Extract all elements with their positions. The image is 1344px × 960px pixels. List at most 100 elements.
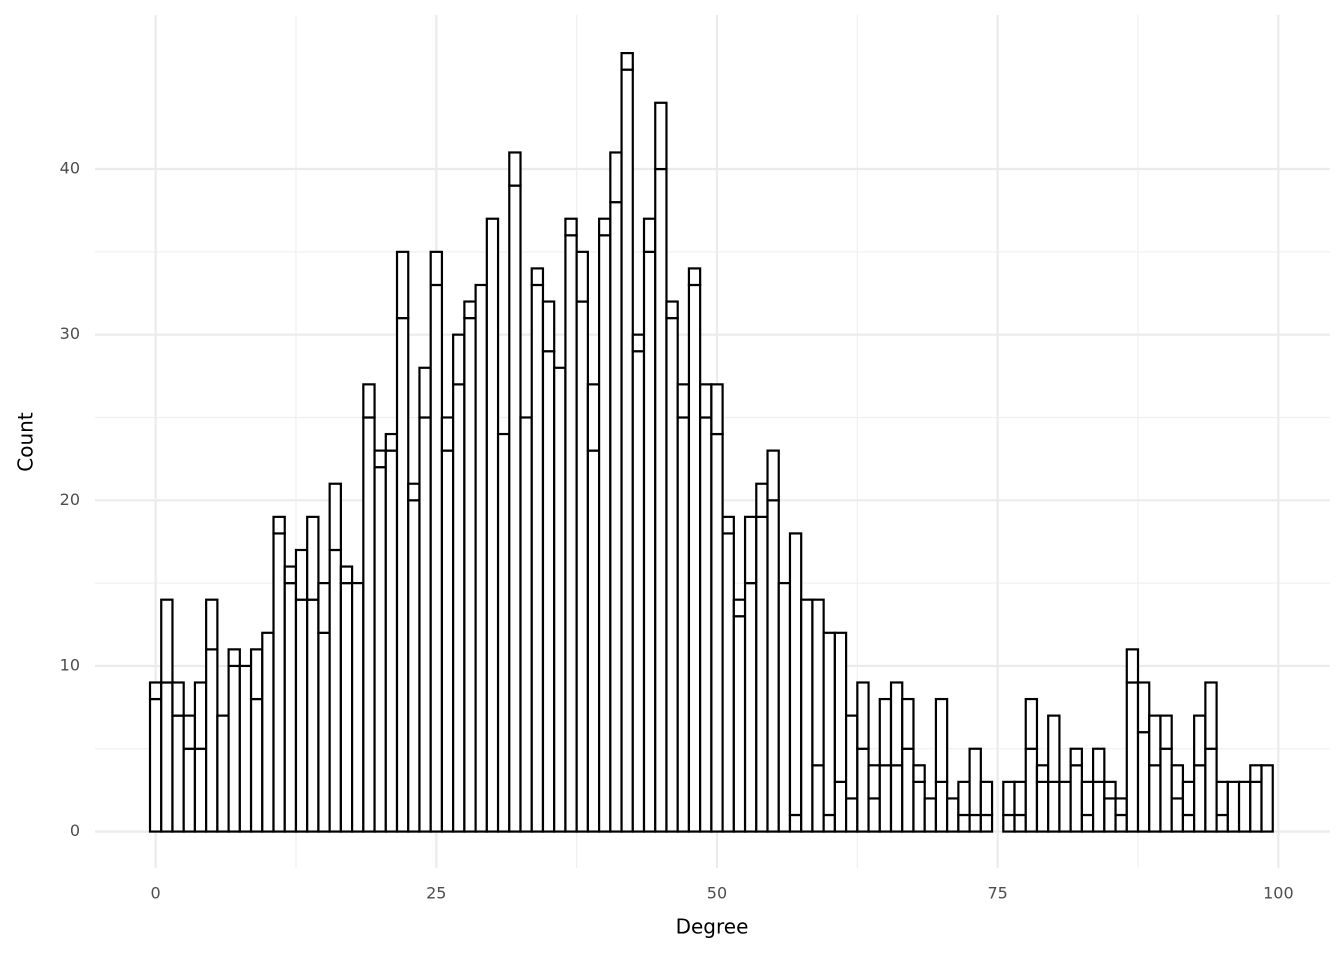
y-tick-label: 40 [60, 159, 80, 178]
histogram-bar [1035, 780, 1050, 833]
histogram-bar [249, 648, 264, 701]
histogram-bar [822, 813, 836, 833]
histogram-bar [160, 681, 174, 833]
histogram-bar [339, 565, 354, 585]
histogram-bar [205, 648, 219, 833]
histogram-bar [249, 697, 264, 833]
histogram-bar [1114, 797, 1128, 817]
histogram-bar [1181, 780, 1196, 817]
histogram-bar [788, 532, 803, 817]
y-tick-label: 10 [60, 655, 80, 674]
histogram-bar [496, 432, 511, 833]
y-axis-title: Count [14, 412, 38, 472]
histogram-bar [1148, 764, 1162, 833]
histogram-bar [743, 582, 758, 833]
histogram-bar [811, 598, 825, 767]
histogram-bar [631, 350, 646, 833]
histogram-bar [721, 532, 735, 833]
histogram-bar [530, 283, 545, 833]
histogram-bar [1249, 780, 1263, 833]
histogram-bar [272, 532, 286, 833]
histogram-bar [1204, 681, 1218, 750]
histogram-bar [654, 101, 668, 171]
histogram-bar [699, 416, 713, 833]
x-tick-label: 100 [1263, 884, 1294, 903]
histogram-bar [867, 797, 881, 833]
x-tick-label: 0 [151, 884, 161, 903]
histogram-bar [1069, 764, 1083, 833]
histogram-bar [1159, 747, 1173, 833]
histogram-bar [1047, 780, 1061, 833]
histogram-bar [901, 697, 915, 750]
histogram-bar [227, 648, 241, 668]
histogram-bar [845, 797, 859, 833]
histogram-bar [934, 697, 949, 783]
histogram-bar [193, 681, 208, 750]
histogram-bar [1013, 780, 1027, 817]
histogram-bar [631, 333, 646, 353]
histogram-bar [317, 582, 331, 634]
histogram-bar [1226, 780, 1241, 833]
histogram-bar [642, 217, 657, 253]
histogram-bar [553, 366, 567, 833]
histogram-bar [833, 631, 848, 783]
histogram-bar [923, 797, 938, 833]
histogram-bar [598, 234, 612, 833]
histogram-bar [732, 598, 747, 618]
histogram-bar [306, 598, 320, 833]
bars [148, 51, 1274, 833]
histogram-bar [1114, 813, 1128, 833]
histogram-bar [564, 217, 578, 237]
histogram-bar [294, 548, 309, 601]
histogram-bar [979, 813, 994, 833]
histogram-bar [766, 449, 780, 502]
histogram-bar [755, 482, 769, 518]
histogram-bar [800, 598, 814, 833]
histogram-bar [216, 714, 230, 833]
histogram-bar [564, 234, 578, 833]
histogram-bar [384, 449, 399, 833]
histogram-bar [755, 515, 769, 833]
histogram-bar [1002, 780, 1016, 817]
histogram-bar [1215, 780, 1229, 817]
histogram-bar [1103, 797, 1117, 833]
histogram-bar [148, 697, 163, 833]
histogram-bar [227, 664, 241, 833]
histogram-bar [1103, 780, 1117, 800]
x-tick-label: 75 [987, 884, 1007, 903]
histogram-bar [429, 250, 444, 287]
histogram-bar [598, 217, 612, 237]
histogram-bar [339, 582, 354, 833]
histogram-bar [934, 780, 949, 833]
x-tick-label: 50 [707, 884, 727, 903]
histogram-bar [1013, 813, 1027, 833]
histogram-bar [407, 499, 421, 833]
histogram-bar [766, 499, 780, 833]
histogram-bar [1080, 780, 1095, 817]
histogram-bar [721, 515, 735, 535]
histogram-bar [845, 714, 859, 800]
histogram-bar [1193, 714, 1207, 767]
histogram-bar [968, 813, 982, 833]
histogram-bar [1092, 780, 1106, 833]
x-tick-label: 25 [426, 884, 446, 903]
histogram-bar [238, 664, 253, 833]
histogram-bar [654, 167, 668, 833]
histogram-bar [395, 250, 410, 320]
histogram-bar [171, 681, 185, 717]
histogram-bar [878, 697, 893, 767]
histogram-bar [1181, 813, 1196, 833]
histogram-bar [699, 383, 713, 419]
histogram-bar [1204, 747, 1218, 833]
histogram-bar [283, 565, 298, 585]
histogram-bar [642, 250, 657, 833]
y-tick-label: 30 [60, 324, 80, 343]
histogram-bar [418, 366, 432, 419]
histogram-bar [1002, 813, 1016, 833]
histogram-bar [351, 582, 365, 833]
histogram-bar [676, 416, 691, 833]
histogram-bar [1215, 813, 1229, 833]
histogram-bar [160, 598, 174, 684]
histogram-bar [1249, 764, 1263, 783]
